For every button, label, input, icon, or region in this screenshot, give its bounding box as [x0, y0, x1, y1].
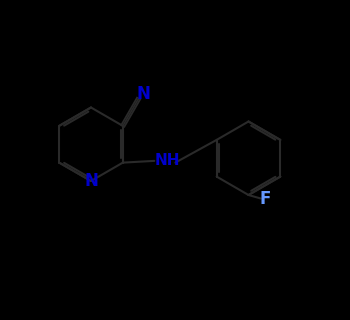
Text: NH: NH	[155, 153, 181, 168]
Text: N: N	[84, 172, 98, 190]
Text: N: N	[136, 85, 150, 103]
Text: F: F	[260, 189, 271, 207]
